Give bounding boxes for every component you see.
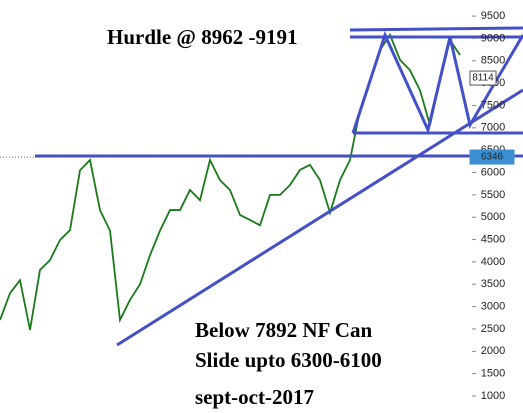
annotation: Slide upto 6300-6100: [195, 348, 382, 372]
y-tick-label: 3000: [481, 301, 505, 313]
y-tick-label: 6000: [481, 166, 505, 178]
y-tick-label: 5000: [481, 211, 505, 223]
y-tick-label: 1500: [481, 368, 505, 380]
y-tick-label: 9000: [481, 32, 505, 44]
price-box-label: 6346: [481, 152, 504, 163]
y-tick-label: 7000: [481, 122, 505, 134]
price-line: [0, 32, 461, 331]
y-tick-label: 9500: [481, 10, 505, 22]
annotation: Below 7892 NF Can: [195, 318, 372, 342]
y-tick-label: 4500: [481, 233, 505, 245]
price-box: [469, 149, 515, 165]
y-tick-label: 3500: [481, 278, 505, 290]
y-tick-label: 5500: [481, 189, 505, 201]
trend-lines: [35, 26, 523, 347]
y-tick-label: 7500: [481, 99, 505, 111]
overlay: 1000 1500 2000 2500 3000 3500 4000 4500 5000 5500…: [0, 10, 515, 402]
y-tick-label: 4000: [481, 256, 505, 268]
chart-title: Hurdle @ 8962 -9191: [107, 25, 297, 49]
y-tick-label: 2000: [481, 345, 505, 357]
price-box-label: 8114: [472, 73, 494, 84]
y-tick-label: 8500: [481, 55, 505, 67]
annotation: sept-oct-2017: [195, 385, 314, 409]
y-tick-label: 1000: [481, 390, 505, 402]
y-tick-label: 2500: [481, 323, 505, 335]
price-box: [469, 70, 497, 86]
